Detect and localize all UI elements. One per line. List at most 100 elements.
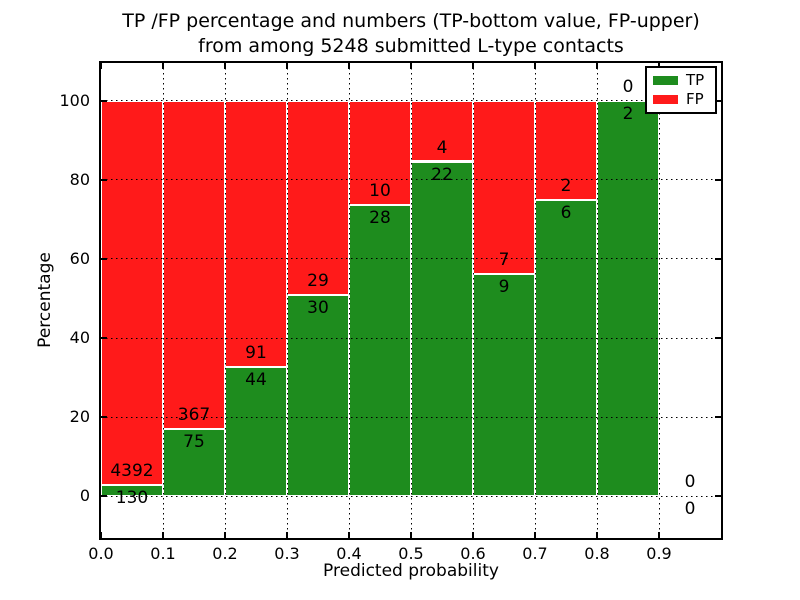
y-tick-label-100: 100: [59, 90, 90, 110]
y-tick-left-80: [101, 178, 107, 181]
gridline-x-0.1: [162, 63, 164, 538]
y-tick-label-40: 40: [69, 328, 90, 348]
x-tick-label-0.3: 0.3: [274, 544, 300, 563]
y-tick-right-0: [715, 495, 721, 498]
y-tick-left-100: [101, 99, 107, 102]
plot-area: 4392 130 367 75 91 44 29 30 10 28 4 22 7 9 2 6 0 2 0 0 TP F…: [99, 61, 723, 540]
y-tick-right-100: [715, 99, 721, 102]
tp-count-label-9: 0: [684, 499, 696, 520]
x-tick-bottom-0.6: [472, 532, 474, 538]
chart-title-line1: TP /FP percentage and numbers (TP-bottom…: [122, 10, 700, 32]
bar-segment-tp-4: [349, 204, 411, 497]
y-tick-left-0: [101, 495, 107, 498]
fp-count-label-6: 7: [498, 249, 510, 270]
x-tick-label-0.6: 0.6: [460, 544, 486, 563]
legend: TP FP: [645, 66, 717, 114]
bar-segment-tp-6: [473, 273, 535, 497]
tp-legend-label: TP: [686, 70, 705, 89]
y-tick-left-40: [101, 337, 107, 340]
x-tick-top-0.8: [596, 63, 598, 69]
x-axis-title: Predicted probability: [323, 561, 499, 581]
y-tick-labels: 0 20 40 60 80 100: [0, 63, 101, 538]
x-tick-top-0.7: [534, 63, 536, 69]
bar-segment-fp-1: [163, 100, 225, 430]
tp-count-label-6: 9: [498, 276, 510, 297]
y-tick-right-20: [715, 416, 721, 419]
y-tick-label-0: 0: [79, 486, 90, 506]
bar-segment-tp-2: [225, 367, 287, 497]
chart-title-line2: from among 5248 submitted L-type contact…: [198, 35, 624, 57]
y-tick-left-60: [101, 257, 107, 260]
bar-segment-fp-3: [287, 100, 349, 296]
x-tick-label-0.2: 0.2: [212, 544, 238, 563]
x-tick-top-0.0: [100, 63, 102, 69]
x-tick-label-0.7: 0.7: [522, 544, 548, 563]
gridline-x-0.8: [596, 63, 598, 538]
gridline-x-0.2: [224, 63, 226, 538]
gridline-x-0.6: [472, 63, 474, 538]
gridline-x-0.4: [348, 63, 350, 538]
tp-count-label-3: 30: [307, 298, 329, 319]
x-tick-bottom-0.3: [286, 532, 288, 538]
fp-count-label-3: 29: [307, 271, 329, 292]
x-tick-bottom-0.7: [534, 532, 536, 538]
fp-legend-swatch-icon: [653, 95, 678, 105]
y-tick-label-60: 60: [69, 248, 90, 268]
bar-segment-fp-2: [225, 100, 287, 368]
fp-count-label-9: 0: [684, 472, 696, 493]
x-tick-labels: 0.0 0.1 0.2 0.3 0.4 0.5 0.6 0.7 0.8 0.9: [88, 544, 721, 566]
x-tick-top-0.2: [224, 63, 226, 69]
x-tick-bottom-0.0: [100, 532, 102, 538]
x-tick-top-0.4: [348, 63, 350, 69]
gridline-x-0.5: [410, 63, 412, 538]
x-tick-label-0.4: 0.4: [336, 544, 362, 563]
x-tick-bottom-0.1: [162, 532, 164, 538]
x-tick-label-0.1: 0.1: [150, 544, 176, 563]
tp-count-label-0: 130: [115, 488, 149, 509]
bar-segment-fp-6: [473, 100, 535, 274]
tp-count-label-5: 22: [431, 164, 453, 185]
x-tick-top-0.3: [286, 63, 288, 69]
bar-annotations-layer: 4392 130 367 75 91 44 29 30 10 28 4 22 7 9 2 6 0 2 0 0: [101, 63, 721, 538]
gridline-x-0.9: [658, 63, 660, 538]
legend-item-fp: FP: [653, 92, 709, 107]
fp-count-label-4: 10: [369, 180, 391, 201]
gridline-x-0.3: [286, 63, 288, 538]
x-tick-label-0.0: 0.0: [88, 544, 114, 563]
tp-count-label-1: 75: [183, 432, 205, 453]
x-tick-label-0.5: 0.5: [398, 544, 424, 563]
fp-count-label-7: 2: [560, 175, 572, 196]
tp-count-label-8: 2: [622, 103, 634, 124]
tp-count-label-7: 6: [560, 202, 572, 223]
gridlines-layer: [101, 63, 721, 538]
x-tick-bottom-0.2: [224, 532, 226, 538]
x-tick-bottom-0.8: [596, 532, 598, 538]
tp-count-label-2: 44: [245, 370, 267, 391]
bar-segment-tp-3: [287, 295, 349, 497]
y-tick-right-80: [715, 178, 721, 181]
bar-segment-fp-0: [101, 100, 163, 486]
fp-count-label-5: 4: [436, 137, 448, 158]
y-tick-left-20: [101, 416, 107, 419]
bars-layer: [101, 63, 721, 538]
fp-count-label-0: 4392: [110, 461, 154, 482]
bar-segment-tp-8: [597, 100, 659, 497]
fp-count-label-8: 0: [622, 76, 634, 97]
x-tick-bottom-0.9: [658, 532, 660, 538]
fp-count-label-2: 91: [245, 343, 267, 364]
bar-segment-fp-4: [349, 100, 411, 205]
x-tick-label-0.8: 0.8: [584, 544, 610, 563]
x-tick-label-0.9: 0.9: [646, 544, 672, 563]
tp-legend-swatch-icon: [653, 75, 678, 85]
fp-legend-label: FP: [686, 90, 704, 109]
x-tick-bottom-0.4: [348, 532, 350, 538]
legend-item-tp: TP: [653, 70, 709, 89]
y-tick-label-80: 80: [69, 169, 90, 189]
tp-count-label-4: 28: [369, 207, 391, 228]
x-tick-top-0.6: [472, 63, 474, 69]
x-tick-top-0.1: [162, 63, 164, 69]
y-tick-right-60: [715, 257, 721, 260]
bar-segment-fp-7: [535, 100, 597, 200]
chart-title: TP /FP percentage and numbers (TP-bottom…: [122, 9, 700, 59]
